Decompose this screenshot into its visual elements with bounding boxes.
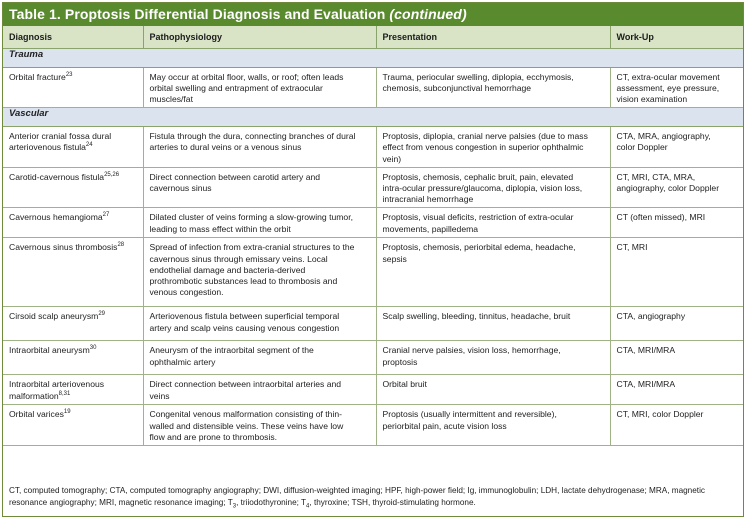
cell-diagnosis: Orbital varices19	[3, 404, 144, 446]
differential-diagnosis-table: Diagnosis Pathophysiology Presentation W…	[3, 26, 743, 446]
table-row: Intraorbital arteriovenous malformation8…	[3, 374, 743, 406]
reference-number: 27	[102, 212, 110, 219]
table-row: Intraorbital aneurysm30 Aneurysm of the i…	[3, 340, 743, 376]
cell-pathophysiology: Congenital venous malformation consistin…	[143, 404, 377, 446]
footnote-sub-1: 3	[232, 503, 237, 510]
cell-diagnosis: Cavernous hemangioma27	[3, 207, 144, 239]
reference-number: 8,31	[58, 390, 71, 397]
cell-pathophysiology: May occur at orbital floor, walls, or ro…	[143, 67, 377, 109]
header-workup: Work-Up	[610, 26, 743, 49]
table-row: Anterior cranial fossa dural arterioveno…	[3, 126, 743, 168]
diagnosis-name: Orbital varices	[9, 409, 64, 420]
cell-workup: CT (often missed), MRI	[610, 207, 743, 239]
cell-presentation: Trauma, periocular swelling, diplopia, e…	[376, 67, 611, 109]
cell-workup: CT, MRI, color Doppler	[610, 404, 743, 446]
table-title-continued: (continued)	[389, 6, 467, 22]
cell-diagnosis: Cavernous sinus thrombosis28	[3, 237, 144, 308]
reference-number: 25,26	[104, 171, 120, 178]
section-row: Vascular	[3, 107, 743, 128]
cell-diagnosis: Cirsoid scalp aneurysm29	[3, 306, 144, 342]
cell-workup: CTA, angiography	[610, 306, 743, 342]
cell-presentation: Proptosis (usually intermittent and reve…	[376, 404, 611, 446]
cell-diagnosis: Carotid-cavernous fistula25,26	[3, 167, 144, 209]
cell-workup: CT, MRI	[610, 237, 743, 308]
cell-pathophysiology: Arteriovenous fistula between superficia…	[143, 306, 377, 342]
cell-workup: CTA, MRI/MRA	[610, 340, 743, 376]
reference-number: 19	[63, 409, 71, 416]
cell-workup: CTA, MRI/MRA	[610, 374, 743, 406]
footnote-text-1: CT, computed tomography; CTA, computed t…	[9, 486, 705, 507]
cell-diagnosis: Anterior cranial fossa dural arterioveno…	[3, 126, 144, 168]
cell-workup: CT, MRI, CTA, MRA, angiography, color Do…	[610, 167, 743, 209]
table-title: Table 1. Proptosis Differential Diagnosi…	[3, 3, 743, 26]
diagnosis-name: Carotid-cavernous fistula	[9, 171, 105, 182]
diagnosis-name: Cavernous hemangioma	[9, 212, 103, 223]
table-row: Cirsoid scalp aneurysm29 Arteriovenous fi…	[3, 306, 743, 342]
cell-workup: CTA, MRA, angiography, color Doppler	[610, 126, 743, 168]
cell-presentation: Proptosis, chemosis, cephalic bruit, pai…	[376, 167, 611, 209]
cell-presentation: Proptosis, visual deficits, restriction …	[376, 207, 611, 239]
cell-diagnosis: Intraorbital aneurysm30	[3, 340, 144, 376]
cell-diagnosis: Intraorbital arteriovenous malformation8…	[3, 374, 144, 406]
table-row: Carotid-cavernous fistula25,26 Direct con…	[3, 167, 743, 209]
reference-number: 30	[89, 345, 97, 352]
reference-number: 28	[117, 242, 125, 249]
cell-pathophysiology: Spread of infection from extra-cranial s…	[143, 237, 377, 308]
reference-number: 24	[85, 142, 93, 149]
cell-pathophysiology: Direct connection between carotid artery…	[143, 167, 377, 209]
table-row: Orbital fracture23 May occur at orbital f…	[3, 67, 743, 109]
header-presentation: Presentation	[376, 26, 611, 49]
cell-presentation: Proptosis, chemosis, periorbital edema, …	[376, 237, 611, 308]
cell-workup: CT, extra-ocular movement assessment, ey…	[610, 67, 743, 109]
footnote-text-2: , triiodothyronine; T	[236, 498, 307, 507]
cell-presentation: Cranial nerve palsies, vision loss, hemo…	[376, 340, 611, 376]
abbreviations-footnote: CT, computed tomography; CTA, computed t…	[3, 481, 743, 516]
diagnosis-name: Anterior cranial fossa dural arterioveno…	[9, 131, 112, 153]
section-label: Vascular	[3, 107, 743, 128]
diagnosis-name: Intraorbital arteriovenous malformation	[9, 379, 105, 401]
table-row: Orbital varices19 Congenital venous malfo…	[3, 404, 743, 446]
reference-number: 29	[98, 311, 105, 318]
section-label: Trauma	[3, 48, 743, 68]
cell-pathophysiology: Direct connection between intraorbital a…	[143, 374, 377, 406]
diagnosis-name: Cavernous sinus thrombosis	[9, 242, 118, 253]
table-body: Trauma Orbital fracture23 May occur at orb…	[3, 48, 743, 446]
cell-pathophysiology: Fistula through the dura, connecting bra…	[143, 126, 377, 168]
header-diagnosis: Diagnosis	[3, 26, 144, 49]
reference-number: 23	[65, 71, 73, 78]
footnote-sub-2: 4	[306, 503, 310, 510]
section-row: Trauma	[3, 48, 743, 68]
footnote-text-3: , thyroxine; TSH, thyroid-stimulating ho…	[309, 498, 476, 507]
table-row: Cavernous sinus thrombosis28 Spread of in…	[3, 237, 743, 308]
header-row: Diagnosis Pathophysiology Presentation W…	[3, 26, 743, 49]
cell-pathophysiology: Dilated cluster of veins forming a slow-…	[143, 207, 377, 239]
diagnosis-name: Intraorbital aneurysm	[9, 345, 90, 356]
cell-presentation: Scalp swelling, bleeding, tinnitus, head…	[376, 306, 611, 342]
table-title-main: Table 1. Proptosis Differential Diagnosi…	[9, 6, 390, 22]
cell-presentation: Proptosis, diplopia, cranial nerve palsi…	[376, 126, 611, 168]
cell-presentation: Orbital bruit	[376, 374, 611, 406]
diagnosis-name: Orbital fracture	[9, 71, 66, 82]
diagnosis-name: Cirsoid scalp aneurysm	[9, 311, 99, 322]
table-row: Cavernous hemangioma27 Dilated cluster of…	[3, 207, 743, 239]
cell-pathophysiology: Aneurysm of the intraorbital segment of …	[143, 340, 377, 376]
header-pathophysiology: Pathophysiology	[143, 26, 377, 49]
cell-diagnosis: Orbital fracture23	[3, 67, 144, 109]
